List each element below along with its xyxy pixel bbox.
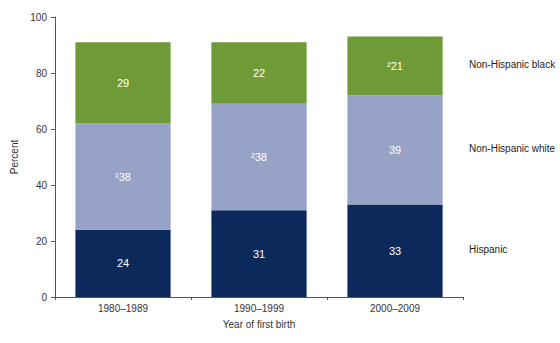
- svg-text:Non-Hispanic white: Non-Hispanic white: [469, 143, 556, 154]
- svg-text:Percent: Percent: [9, 140, 20, 175]
- svg-text:24: 24: [117, 257, 129, 269]
- svg-text:²21: ²21: [387, 60, 403, 72]
- svg-text:¹38: ¹38: [115, 171, 131, 183]
- svg-text:Non-Hispanic black: Non-Hispanic black: [469, 59, 556, 70]
- svg-text:1980–1989: 1980–1989: [98, 303, 148, 314]
- svg-text:22: 22: [253, 67, 265, 79]
- svg-text:²38: ²38: [251, 151, 267, 163]
- svg-text:2000–2009: 2000–2009: [370, 303, 420, 314]
- svg-text:1990–1999: 1990–1999: [234, 303, 284, 314]
- svg-text:60: 60: [36, 124, 48, 135]
- svg-text:31: 31: [253, 248, 265, 260]
- svg-text:29: 29: [117, 77, 129, 89]
- svg-text:Hispanic: Hispanic: [469, 244, 507, 255]
- svg-text:80: 80: [36, 68, 48, 79]
- svg-text:33: 33: [389, 245, 401, 257]
- svg-text:20: 20: [36, 236, 48, 247]
- svg-text:100: 100: [30, 12, 47, 23]
- svg-text:39: 39: [389, 144, 401, 156]
- svg-text:0: 0: [41, 292, 47, 303]
- svg-text:40: 40: [36, 180, 48, 191]
- svg-text:Year of first birth: Year of first birth: [223, 319, 295, 330]
